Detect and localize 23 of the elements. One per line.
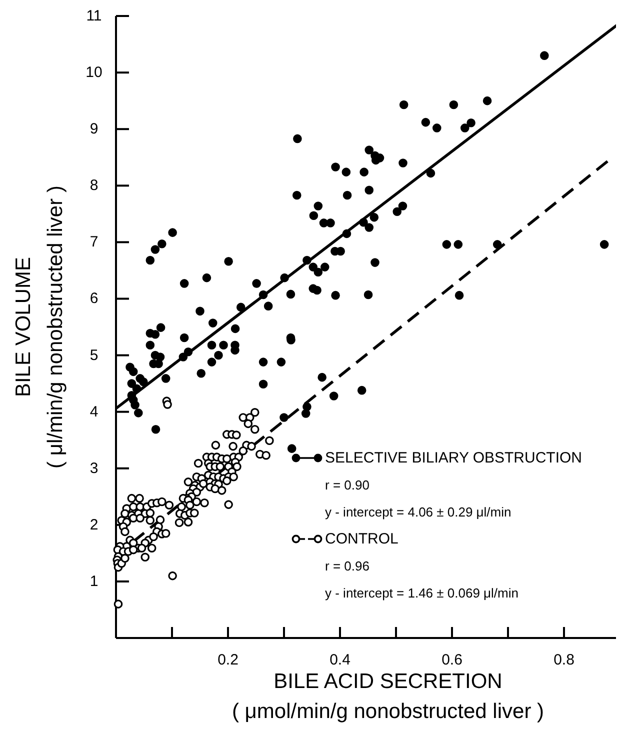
- x-tick-label: 0.8: [554, 652, 574, 668]
- y-tick-label: 2: [90, 516, 98, 534]
- y-tick-label: 3: [90, 460, 98, 477]
- y-tick-label: 6: [90, 290, 98, 308]
- annotation: y - intercept = 1.46 ± 0.069 μl/min: [325, 586, 518, 600]
- annotation: y - intercept = 4.06 ± 0.29 μl/min: [325, 504, 512, 520]
- y-tick-label: 8: [90, 177, 98, 194]
- y-tick-label: 10: [86, 64, 102, 82]
- x-tick-label: 0.4: [330, 652, 350, 668]
- y-tick-label: 9: [90, 120, 98, 138]
- x-tick-label: 0.6: [442, 652, 462, 668]
- x-tick-label: 0.2: [218, 652, 238, 668]
- y-tick-label: 5: [90, 346, 98, 364]
- y-axis-title: BILE VOLUME ( μl/min/g nonobstructed liver ): [12, 186, 67, 468]
- y-tick-label: 11: [86, 8, 102, 24]
- legend-label: CONTROL: [325, 530, 398, 548]
- x-axis-title: BILE ACID SECRETION ( μmol/min/g nonobstructed liver ): [232, 670, 544, 723]
- annotation: r = 0.96: [325, 558, 370, 574]
- annotation: r = 0.90: [325, 478, 370, 492]
- y-tick-label: 7: [90, 234, 98, 251]
- legend-label: SELECTIVE BILIARY OBSTRUCTION: [325, 450, 582, 466]
- y-tick-label: 1: [90, 572, 98, 590]
- y-tick-label: 4: [90, 403, 98, 420]
